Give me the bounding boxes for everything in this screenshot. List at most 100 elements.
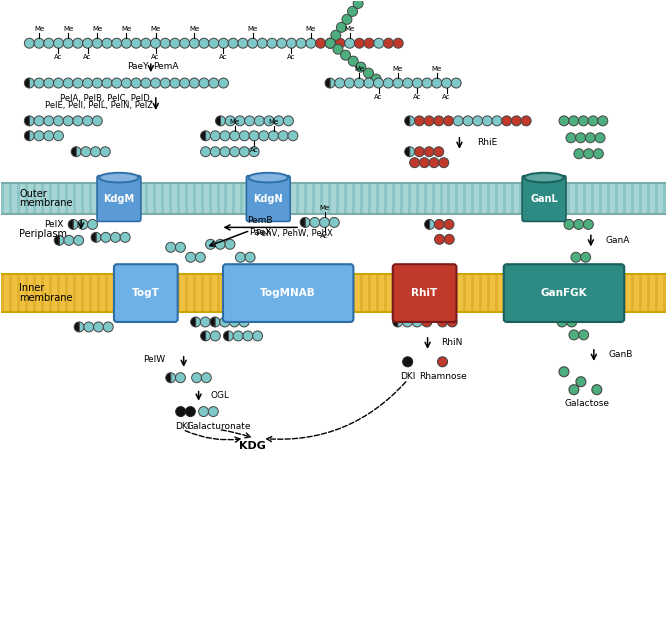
Circle shape	[87, 219, 97, 229]
FancyBboxPatch shape	[393, 264, 456, 322]
Circle shape	[189, 38, 199, 48]
Bar	[264, 183, 267, 214]
Text: RhiN: RhiN	[442, 338, 463, 348]
Circle shape	[325, 38, 336, 48]
Ellipse shape	[99, 173, 139, 183]
Circle shape	[579, 330, 588, 340]
Circle shape	[364, 38, 374, 48]
Bar	[217, 183, 219, 214]
Text: Me: Me	[34, 27, 44, 32]
Text: Ac: Ac	[320, 233, 329, 240]
Text: Me: Me	[151, 27, 161, 32]
Circle shape	[235, 252, 245, 262]
Circle shape	[325, 38, 336, 48]
Circle shape	[185, 406, 195, 416]
Text: Outer: Outer	[19, 188, 47, 198]
Bar	[328, 183, 331, 214]
Circle shape	[44, 78, 54, 88]
Circle shape	[325, 38, 336, 48]
Circle shape	[410, 158, 420, 167]
Bar	[511, 183, 514, 214]
Wedge shape	[300, 217, 305, 228]
Circle shape	[333, 44, 343, 54]
Bar	[280, 274, 283, 312]
Circle shape	[229, 317, 239, 327]
Bar	[97, 183, 100, 214]
Circle shape	[100, 147, 110, 157]
Circle shape	[83, 38, 93, 48]
Bar	[384, 274, 387, 312]
Circle shape	[92, 78, 102, 88]
Circle shape	[564, 219, 574, 229]
Bar	[615, 183, 618, 214]
Circle shape	[594, 149, 604, 159]
Bar	[89, 183, 92, 214]
Wedge shape	[205, 331, 211, 341]
Circle shape	[567, 317, 577, 327]
Text: OGL: OGL	[211, 391, 229, 400]
Circle shape	[571, 265, 581, 275]
Circle shape	[444, 219, 454, 229]
Wedge shape	[25, 116, 29, 126]
Bar	[432, 183, 435, 214]
Bar	[559, 274, 562, 312]
Bar	[193, 274, 195, 312]
Circle shape	[267, 38, 277, 48]
Circle shape	[245, 116, 255, 126]
Circle shape	[482, 116, 492, 126]
Circle shape	[473, 116, 483, 126]
Circle shape	[84, 322, 94, 332]
Bar	[615, 274, 618, 312]
Circle shape	[228, 38, 238, 48]
Circle shape	[384, 38, 394, 48]
Bar	[288, 274, 291, 312]
Circle shape	[341, 50, 351, 60]
Circle shape	[34, 116, 44, 126]
Circle shape	[199, 78, 209, 88]
Wedge shape	[330, 78, 335, 88]
Circle shape	[374, 78, 384, 88]
Bar	[288, 183, 291, 214]
Bar	[472, 183, 474, 214]
Bar	[662, 183, 666, 214]
Bar	[1, 183, 5, 214]
Bar	[41, 274, 44, 312]
Bar	[623, 183, 626, 214]
Wedge shape	[68, 219, 73, 229]
Ellipse shape	[526, 174, 562, 181]
Text: Ac: Ac	[250, 147, 258, 153]
Bar	[575, 274, 578, 312]
Bar	[424, 183, 427, 214]
Bar	[41, 183, 44, 214]
Text: Periplasm: Periplasm	[19, 229, 67, 240]
Bar	[177, 274, 179, 312]
Circle shape	[335, 78, 345, 88]
Bar	[480, 274, 482, 312]
Bar	[304, 274, 307, 312]
Circle shape	[463, 116, 473, 126]
Bar	[153, 183, 156, 214]
Text: PaeY: PaeY	[127, 61, 149, 71]
Circle shape	[220, 131, 230, 141]
Bar	[496, 274, 498, 312]
Text: DKI: DKI	[400, 372, 416, 381]
Wedge shape	[305, 217, 310, 228]
Bar	[304, 183, 307, 214]
Text: Galactose: Galactose	[564, 399, 610, 408]
Text: RhiT: RhiT	[412, 288, 438, 298]
Circle shape	[53, 131, 63, 141]
Bar	[312, 183, 315, 214]
Wedge shape	[73, 219, 78, 229]
Bar	[1, 274, 666, 312]
Bar	[129, 183, 132, 214]
Circle shape	[141, 38, 151, 48]
Wedge shape	[96, 233, 101, 242]
Circle shape	[584, 219, 594, 229]
Bar	[113, 183, 116, 214]
Circle shape	[200, 317, 210, 327]
Circle shape	[584, 149, 594, 159]
Bar	[17, 183, 21, 214]
Bar	[225, 274, 227, 312]
Bar	[551, 274, 554, 312]
Bar	[264, 274, 267, 312]
